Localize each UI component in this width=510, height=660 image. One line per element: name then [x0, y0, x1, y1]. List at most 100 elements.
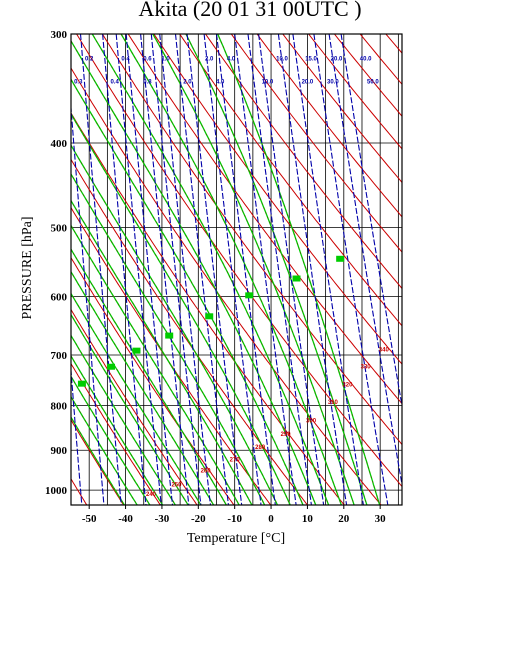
- line-labels: 240 250 260 270 280 290 300 310 320 330 340 0.2 0.4 0…: [74, 56, 389, 497]
- moist-adiabat-label: [245, 292, 254, 299]
- dry-adiabat-line: [127, 34, 402, 405]
- y-tick-label: 700: [51, 350, 68, 362]
- dry-adiabat-label: 240: [146, 492, 157, 498]
- mixing-ratio-line: [313, 34, 389, 505]
- mixing-ratio-label: 0.4: [110, 79, 119, 85]
- mixing-ratio-label: 0.4: [121, 56, 130, 62]
- moist-adiabat-label: [205, 313, 214, 320]
- moist-adiabat-line: [120, 34, 342, 505]
- x-tick-label: 20: [338, 513, 350, 525]
- moist-adiabat-line: [71, 224, 240, 505]
- moist-adiabat-line: [71, 416, 125, 505]
- mixing-ratio-label: 10.0: [276, 56, 288, 62]
- moist-adiabat-label: [292, 275, 301, 282]
- mixing-ratio-line: [203, 34, 262, 505]
- mixing-ratio-label: 30.0: [327, 79, 339, 85]
- moist-adiabat-line: [71, 199, 253, 505]
- dry-adiabat-line: [71, 362, 161, 505]
- moist-adiabat-line: [71, 40, 317, 505]
- mixing-ratio-line: [71, 101, 105, 505]
- moist-adiabat-line: [71, 78, 304, 505]
- mixing-ratio-label: 2.0: [205, 56, 214, 62]
- dry-adiabat-line: [71, 67, 382, 505]
- dry-adiabat-line: [359, 34, 402, 86]
- mixing-ratio-label: 10.0: [262, 79, 274, 85]
- x-tick-label: 30: [375, 513, 387, 525]
- dry-adiabat-line: [412, 34, 510, 507]
- mixing-ratio-line: [102, 34, 147, 505]
- dry-adiabat-line: [153, 34, 402, 365]
- mixing-ratio-label: 0.6: [143, 56, 152, 62]
- dry-adiabat-line: [334, 34, 402, 117]
- dry-adiabat-label: 330: [361, 365, 372, 371]
- moist-adiabat-line: [217, 34, 380, 505]
- dry-adiabat-label: 320: [342, 383, 353, 389]
- dry-adiabat-line: [101, 34, 402, 446]
- dry-adiabat-line: [438, 34, 510, 507]
- x-tick-label: -40: [118, 513, 133, 525]
- moist-adiabat-line: [71, 248, 227, 505]
- mixing-ratio-line: [328, 34, 402, 488]
- mixing-ratio-label: 0.3: [74, 79, 83, 85]
- mixing-ratio-line: [247, 34, 312, 505]
- moist-adiabat-line: [71, 292, 202, 505]
- mixing-ratio-label: 1.0: [161, 56, 170, 62]
- mixing-ratio-line: [79, 34, 122, 505]
- dry-adiabat-label: 310: [328, 400, 339, 406]
- mixing-ratio-line: [258, 34, 325, 505]
- x-tick-label: 0: [268, 513, 274, 525]
- plot-frame: [70, 33, 403, 506]
- y-tick-label: 800: [51, 401, 68, 413]
- moist-adiabat-label: [165, 332, 174, 339]
- moist-adiabat-line: [71, 113, 291, 505]
- dry-adiabat-label: 250: [171, 482, 182, 488]
- moist-adiabat-line: [71, 314, 189, 505]
- mixing-ratio-line: [159, 34, 212, 505]
- mixing-ratio-line: [292, 34, 364, 505]
- dry-adiabat-line: [282, 34, 402, 184]
- moist-adiabat-line: [71, 334, 176, 505]
- dry-adiabat-line: [463, 34, 510, 507]
- dry-adiabat-line: [256, 34, 402, 218]
- mixing-ratio-line: [234, 34, 297, 505]
- mixing-ratio-label: 50.0: [367, 79, 379, 85]
- moist-adiabat-label: [77, 380, 86, 387]
- dry-adiabat-label: 270: [230, 457, 241, 463]
- x-axis-ticks: -50 -40 -30 -20 -10 0 10 20 30: [82, 505, 386, 525]
- y-tick-label: 400: [51, 138, 68, 150]
- mixing-ratio-label: 15.0: [305, 56, 317, 62]
- mixing-ratio-label: 4.0: [216, 79, 225, 85]
- dry-adiabat-line: [71, 477, 88, 505]
- y-tick-label: 500: [51, 223, 68, 235]
- dry-adiabat-label: 340: [379, 348, 390, 354]
- moist-adiabat-line: [71, 396, 138, 505]
- moist-adiabat-line: [71, 199, 253, 505]
- y-tick-label: 900: [51, 445, 68, 457]
- mixing-ratio-label: 20.0: [302, 79, 314, 85]
- dry-adiabat-line: [71, 206, 272, 505]
- dry-adiabat-line: [71, 158, 309, 505]
- dry-adiabat-label: 260: [201, 469, 212, 475]
- dry-adiabat-line: [230, 34, 402, 253]
- dry-adiabat-label: 290: [281, 432, 292, 438]
- y-tick-label: 600: [51, 292, 68, 304]
- mixing-ratio-line: [340, 34, 402, 409]
- moist-adiabat-line: [71, 355, 164, 505]
- mixing-ratio-label: 2.0: [183, 79, 192, 85]
- dry-adiabat-line: [205, 34, 402, 290]
- mixing-ratio-label: 40.0: [360, 56, 372, 62]
- moist-adiabat-line: [71, 271, 215, 505]
- moist-adiabat-label: [336, 255, 345, 262]
- mixing-ratio-line: [71, 364, 83, 505]
- y-axis-ticks: 300 400 500 600 700 800 900 1000: [45, 29, 68, 497]
- mixing-ratio-line: [215, 34, 276, 505]
- mixing-ratio-line: [174, 34, 229, 505]
- dry-adiabat-label: 280: [255, 445, 266, 451]
- mixing-ratio-label: 0.2: [85, 56, 94, 62]
- mixing-ratio-line: [115, 34, 162, 505]
- x-tick-label: -20: [191, 513, 206, 525]
- moist-adiabat-line: [185, 34, 368, 505]
- moist-adiabat-line: [91, 34, 329, 505]
- mixing-ratio-line: [277, 34, 348, 505]
- x-tick-label: -50: [82, 513, 97, 525]
